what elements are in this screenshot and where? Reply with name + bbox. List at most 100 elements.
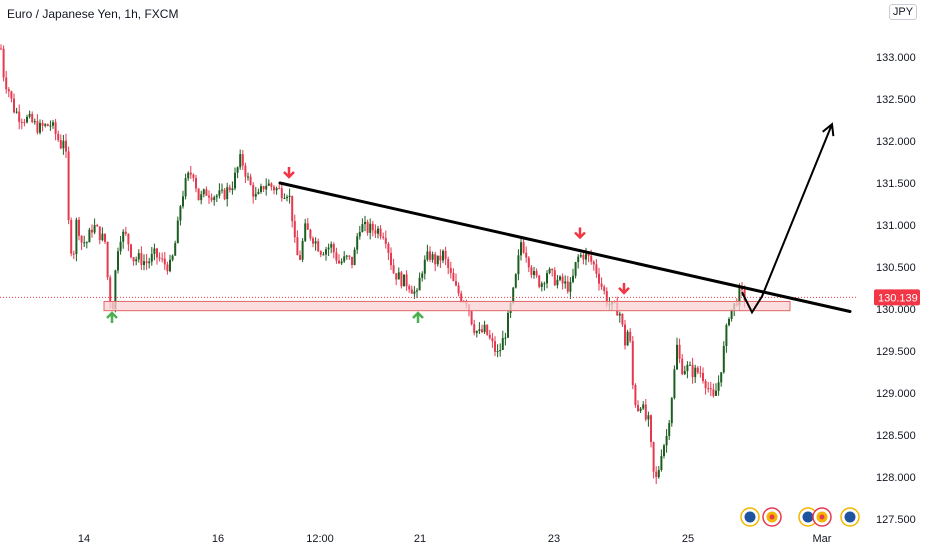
candle-body xyxy=(421,273,424,278)
candle-body xyxy=(288,195,291,197)
candle-body xyxy=(174,243,177,256)
candle-body xyxy=(122,231,125,242)
candle-body xyxy=(2,48,5,78)
candle-body xyxy=(423,259,426,274)
currency-badge[interactable]: JPY xyxy=(889,4,917,20)
support-zone[interactable] xyxy=(103,300,791,312)
candle-body xyxy=(244,165,247,177)
time-axis[interactable]: 14 16 12:00 21 23 25 Mar xyxy=(78,533,832,545)
candle-body xyxy=(91,229,93,233)
candle-body xyxy=(65,140,67,152)
candle-body xyxy=(413,291,416,294)
candle-body xyxy=(410,289,413,294)
candle-body xyxy=(358,231,361,237)
candle-body xyxy=(577,256,580,263)
candle-body xyxy=(686,364,689,372)
candle-body xyxy=(551,268,554,271)
candle-body xyxy=(598,273,600,284)
candle-body xyxy=(278,188,281,190)
candle-body xyxy=(106,241,109,278)
candle-body xyxy=(322,254,325,256)
candle-body xyxy=(631,341,634,386)
candle-body xyxy=(728,318,730,326)
price-tick-label: 132.500 xyxy=(876,94,916,106)
candle-body xyxy=(683,371,686,375)
candle-body xyxy=(254,193,257,197)
candle-body xyxy=(639,408,642,411)
candle-body xyxy=(647,415,650,420)
economic-event-icon[interactable] xyxy=(762,507,782,527)
candle-body xyxy=(202,189,205,195)
candle-body xyxy=(62,140,65,149)
candle-body xyxy=(439,255,442,261)
candle-body xyxy=(621,313,624,325)
candle-body xyxy=(114,270,117,310)
candle-body xyxy=(10,91,13,99)
candle-body xyxy=(158,257,161,259)
economic-event-icon[interactable] xyxy=(798,507,818,527)
candle-body xyxy=(23,122,26,124)
candle-body xyxy=(5,77,8,90)
down-arrow-marker xyxy=(618,282,630,295)
candle-body xyxy=(434,254,437,265)
candle-body xyxy=(119,241,122,252)
candle-body xyxy=(704,381,707,389)
economic-event-icon[interactable] xyxy=(840,507,860,527)
candle-body xyxy=(403,274,405,287)
economic-event-icon[interactable] xyxy=(740,507,760,527)
candle-body xyxy=(369,223,372,233)
candle-body xyxy=(234,172,236,189)
candle-body xyxy=(455,281,457,286)
time-tick-label: 25 xyxy=(682,533,694,545)
candle-body xyxy=(127,233,130,245)
candle-body xyxy=(579,255,582,257)
candle-body xyxy=(637,404,639,411)
candle-body xyxy=(283,198,286,200)
candle-body xyxy=(306,223,309,230)
candle-body xyxy=(501,338,504,350)
candle-body xyxy=(720,372,723,383)
candle-body xyxy=(442,250,444,261)
candle-body xyxy=(109,277,112,303)
time-tick-label: 21 xyxy=(414,533,426,545)
candle-body xyxy=(426,251,429,260)
candle-body xyxy=(520,242,522,256)
candle-body xyxy=(309,229,312,239)
candle-body xyxy=(655,471,658,478)
candle-body xyxy=(327,247,330,250)
resistance-trendline[interactable] xyxy=(278,181,852,314)
candle-body xyxy=(179,206,182,221)
candle-body xyxy=(642,404,645,409)
candle-body xyxy=(348,255,351,257)
candle-body xyxy=(93,225,96,233)
time-tick-label: Mar xyxy=(813,533,832,545)
candle-body xyxy=(590,255,593,262)
up-arrow-marker xyxy=(412,311,424,323)
candle-body xyxy=(585,253,587,260)
candle-body xyxy=(176,220,179,244)
candle-body xyxy=(475,330,478,333)
candle-body xyxy=(52,122,54,126)
candle-body xyxy=(691,364,694,378)
candle-body xyxy=(566,281,569,292)
price-axis[interactable]: 133.000 132.500 132.000 131.500 131.000 130.5… xyxy=(874,52,920,526)
candle-body xyxy=(408,286,411,290)
candle-body xyxy=(660,456,663,470)
candle-body xyxy=(293,221,296,238)
candle-body xyxy=(696,367,699,373)
candle-body xyxy=(67,151,70,220)
candle-body xyxy=(13,98,15,113)
candle-body xyxy=(387,243,390,253)
candle-body xyxy=(478,329,481,331)
candle-body xyxy=(163,258,166,265)
economic-event-icon[interactable] xyxy=(812,507,832,527)
candle-body xyxy=(364,221,366,225)
projection-path[interactable] xyxy=(741,123,833,315)
candle-body xyxy=(699,372,702,374)
candle-body xyxy=(15,111,18,113)
candle-body xyxy=(743,289,746,301)
candle-body xyxy=(85,242,88,244)
candle-body xyxy=(88,229,91,243)
candle-body xyxy=(218,190,221,196)
